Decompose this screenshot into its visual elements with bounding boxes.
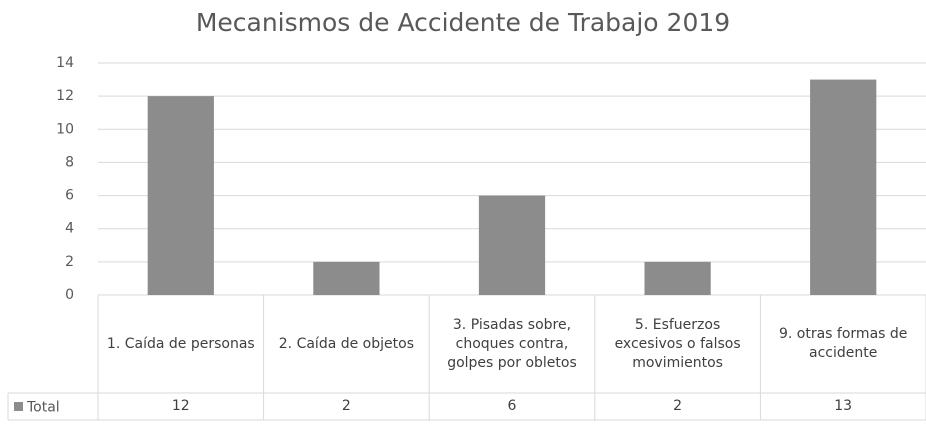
table-value: 6 xyxy=(507,398,517,414)
bar xyxy=(644,261,711,295)
bar xyxy=(478,195,546,295)
category-label: 9. otras formas de accidente xyxy=(778,326,908,361)
y-tick-label: 12 xyxy=(56,88,74,104)
category-label: 2. Caída de objetos xyxy=(278,335,414,352)
y-tick-label: 14 xyxy=(56,55,74,71)
table-value: 12 xyxy=(171,398,190,414)
legend-key xyxy=(14,402,23,411)
category-label: 3. Pisadas sobre, choques contra, golpes… xyxy=(447,316,577,371)
y-tick-label: 4 xyxy=(65,221,74,237)
chart-title: Mecanismos de Accidente de Trabajo 2019 xyxy=(196,8,730,37)
table-value: 13 xyxy=(834,398,853,414)
table-value: 2 xyxy=(673,398,683,414)
bar xyxy=(313,261,380,295)
y-tick-label: 8 xyxy=(65,154,74,170)
bar xyxy=(810,79,877,295)
table-value: 2 xyxy=(341,398,351,414)
y-tick-label: 6 xyxy=(65,188,74,204)
legend-label: Total xyxy=(26,400,60,416)
category-label: 1. Caída de personas xyxy=(106,335,255,352)
y-tick-label: 2 xyxy=(65,254,74,270)
category-label: 5. Esfuerzos excesivos o falsos movimien… xyxy=(614,316,741,371)
bar xyxy=(147,96,214,296)
y-tick-label: 10 xyxy=(56,121,74,137)
y-tick-label: 0 xyxy=(65,287,74,303)
